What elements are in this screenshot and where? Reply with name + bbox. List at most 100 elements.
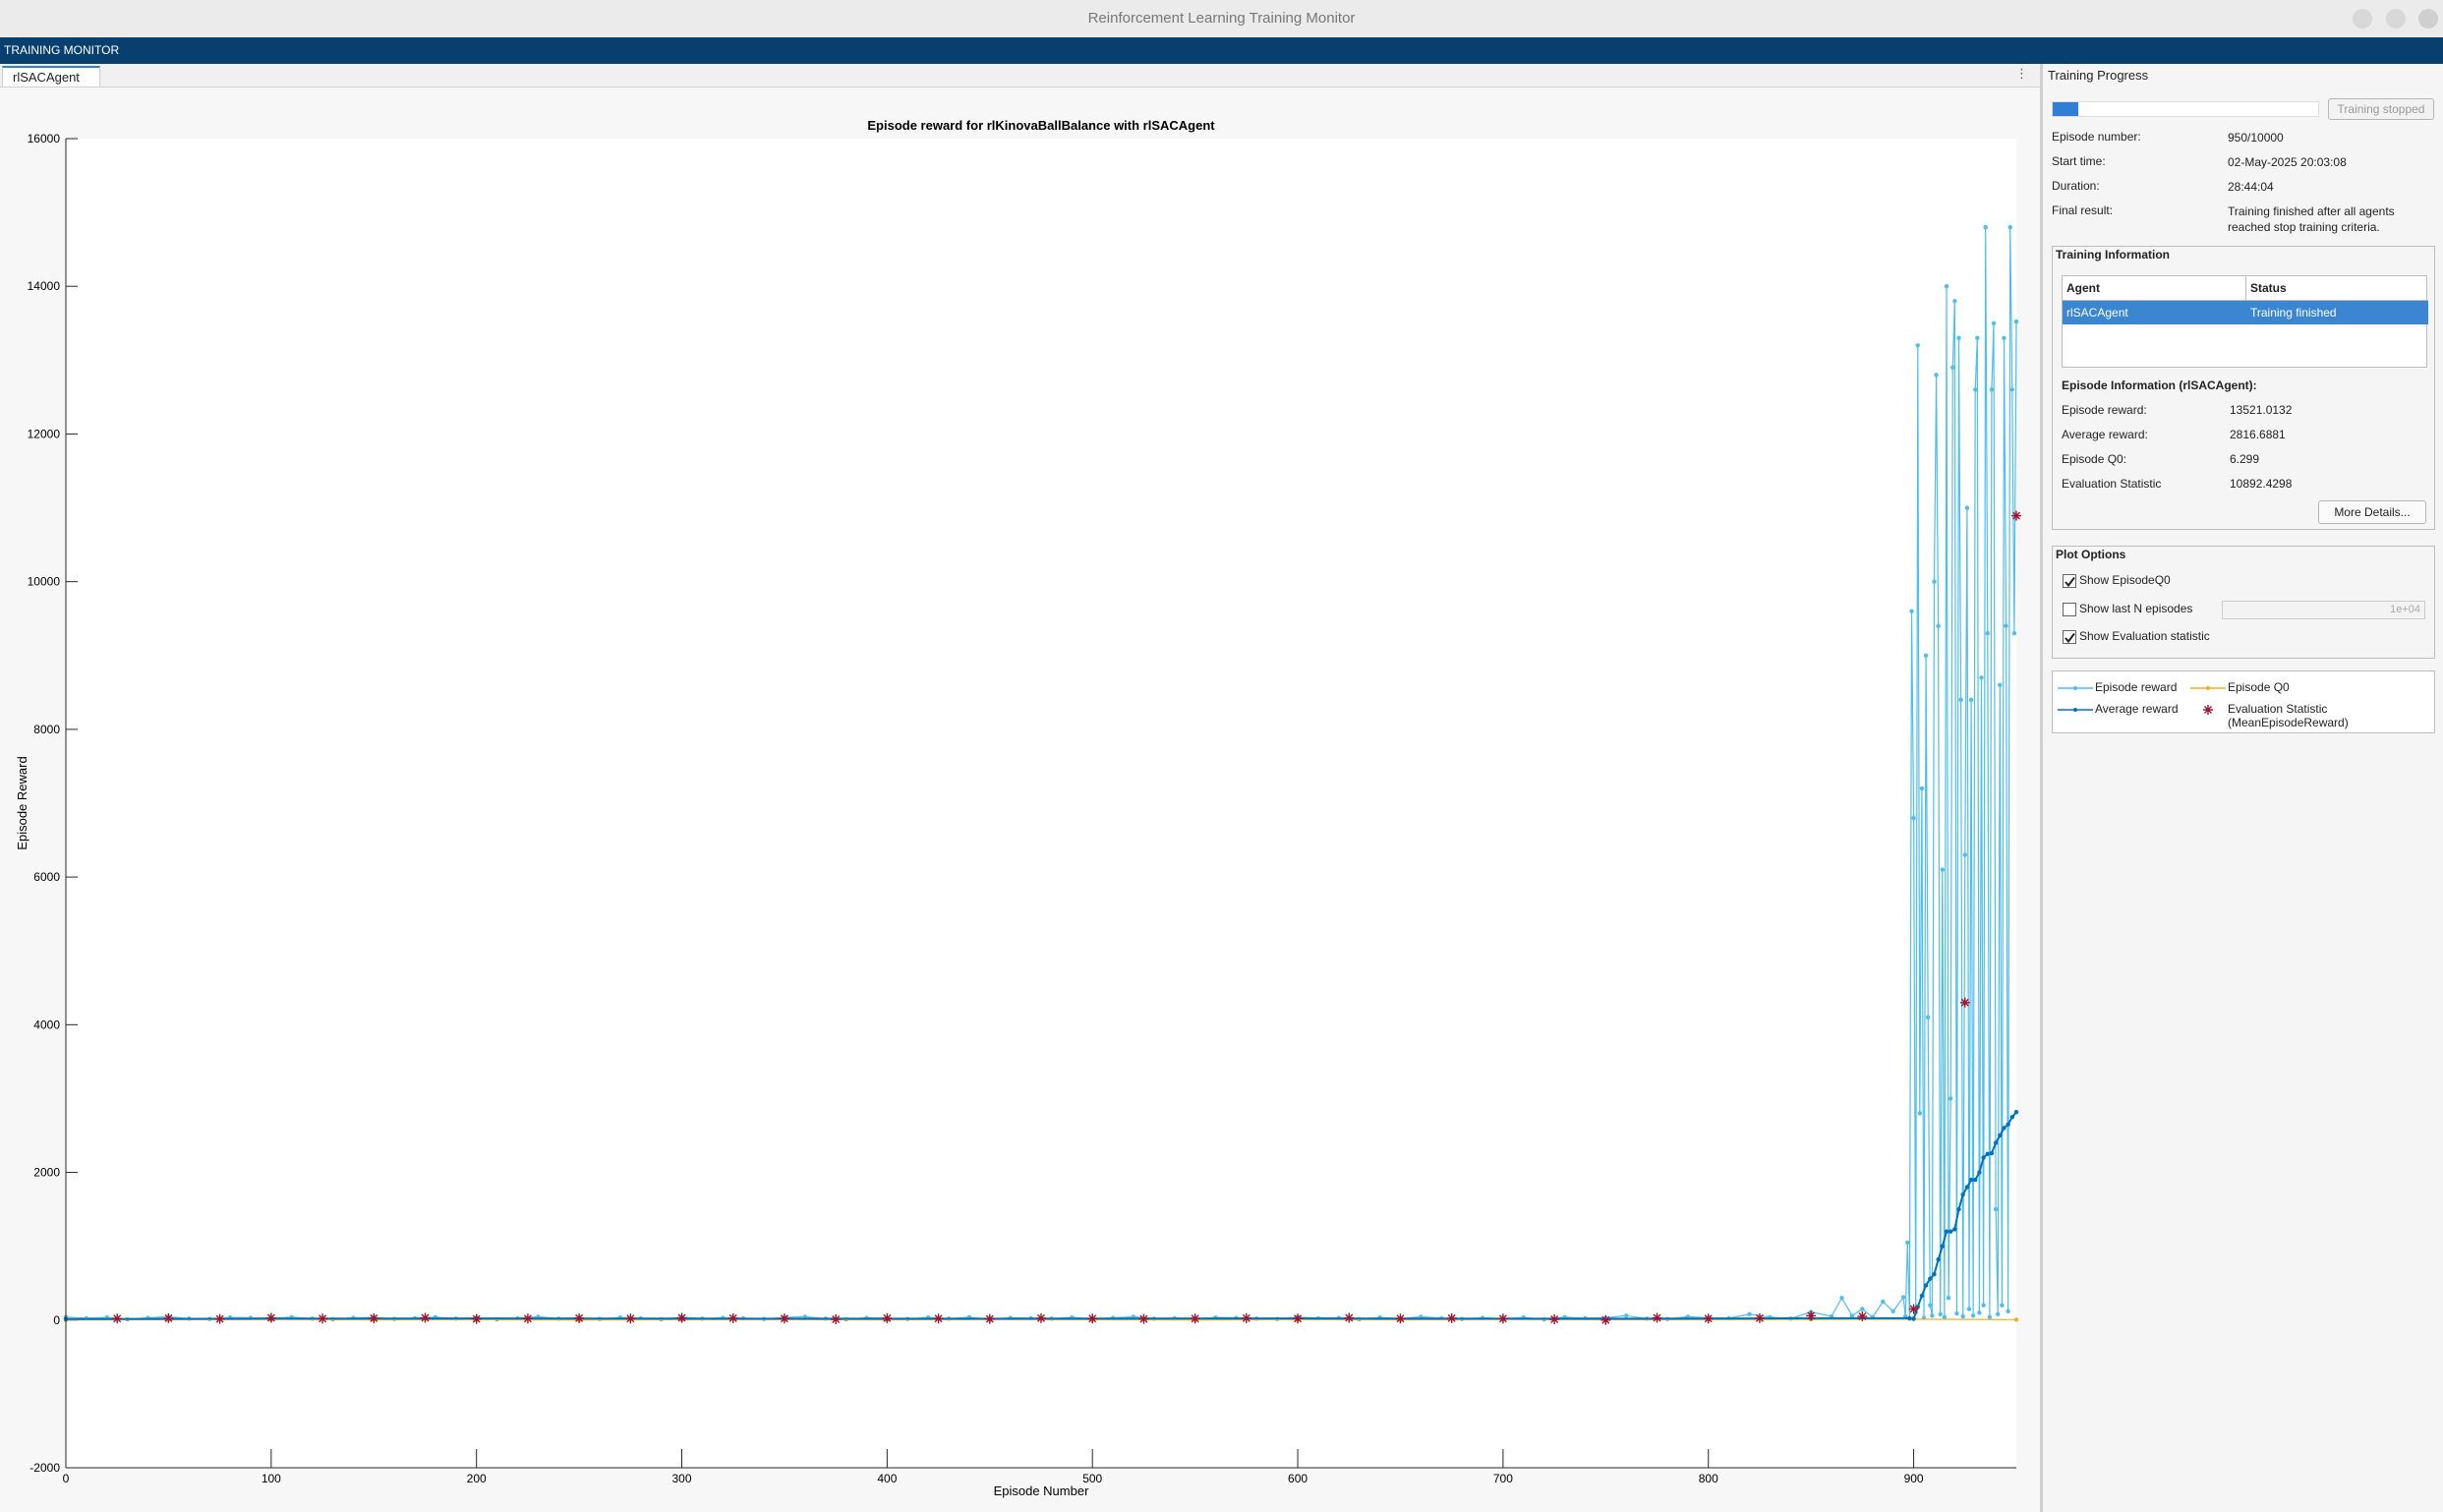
evaluation-marker — [831, 1314, 842, 1325]
series-marker — [1983, 224, 1988, 230]
tab[interactable]: rlSACAgent — [2, 66, 100, 87]
series-marker — [1950, 365, 1955, 371]
x-tick-label: 100 — [262, 1472, 281, 1485]
x-tick-label: 900 — [1904, 1472, 1924, 1485]
series-marker — [1936, 623, 1941, 628]
evaluation-marker — [779, 1313, 789, 1324]
y-tick-label: 4000 — [33, 1018, 60, 1031]
check-mark — [2065, 632, 2075, 643]
legend-entry[interactable]: Average reward — [2095, 702, 2179, 716]
x-tick-label: 400 — [877, 1472, 897, 1485]
evaluation-marker — [1703, 1313, 1714, 1324]
divider[interactable] — [2040, 64, 2043, 1512]
series-marker — [1998, 682, 2003, 688]
y-tick-label: 10000 — [28, 575, 61, 589]
series-marker — [1981, 1303, 1986, 1308]
x-tick-label: 800 — [1699, 1472, 1718, 1485]
legend-entry[interactable]: Episode reward — [2095, 680, 2178, 694]
minimize-button[interactable] — [2353, 9, 2372, 29]
series-marker — [2000, 1303, 2005, 1308]
checkbox[interactable] — [2063, 574, 2076, 588]
checkbox-label[interactable]: Show last N episodes — [2079, 601, 2193, 615]
series-marker — [1909, 609, 1914, 613]
field-label: Episode reward: — [2062, 403, 2147, 417]
tab-menu[interactable]: ⋮ — [2015, 66, 2028, 81]
evaluation-marker — [163, 1312, 174, 1323]
series-marker — [1907, 1315, 1912, 1321]
training-info-box — [2052, 246, 2435, 530]
series-marker — [1930, 1313, 1935, 1318]
series-marker — [1958, 697, 1963, 703]
evaluation-marker — [1036, 1312, 1046, 1323]
legend-entry[interactable]: Evaluation Statistic (MeanEpisodeReward) — [2228, 702, 2349, 729]
evaluation-marker — [112, 1313, 123, 1324]
series-marker — [1928, 1303, 1933, 1308]
y-tick-label: 0 — [53, 1313, 60, 1327]
legend-entry[interactable]: Episode Q0 — [2228, 680, 2290, 694]
series-marker — [1905, 1240, 1910, 1246]
series-marker — [1919, 1293, 1925, 1299]
series-marker — [1747, 1311, 1752, 1316]
plot-options-box — [2052, 546, 2435, 659]
checkbox[interactable] — [2063, 630, 2076, 644]
series-marker — [1977, 1170, 1982, 1175]
plot-options-title: Plot Options — [2056, 548, 2126, 561]
series-marker — [1998, 1133, 2003, 1138]
chart: Episode reward for rlKinovaBallBalance w… — [15, 118, 2021, 1498]
checkbox-label[interactable]: Show Evaluation statistic — [2079, 629, 2210, 643]
close-button[interactable] — [2418, 9, 2438, 29]
field-value: 02-May-2025 20:03:08 — [2228, 155, 2347, 169]
series-marker — [1964, 505, 1970, 510]
x-axis-label: Episode Number — [994, 1483, 1089, 1498]
legend-icon — [2190, 686, 2226, 690]
series-marker — [1919, 785, 1925, 791]
table-header: Status — [2246, 276, 2428, 301]
series-marker — [1993, 1140, 1999, 1145]
series-marker — [1940, 867, 1946, 872]
field-value: 28:44:04 — [2228, 180, 2274, 194]
table-cell[interactable]: rlSACAgent — [2063, 301, 2246, 324]
training-info-title: Training Information — [2056, 248, 2170, 262]
series-marker — [1925, 1015, 1931, 1020]
maximize-button[interactable] — [2386, 9, 2406, 29]
checkbox-label[interactable]: Show EpisodeQ0 — [2079, 573, 2171, 587]
series-marker — [1964, 1185, 1970, 1190]
legend-icon — [2203, 705, 2213, 715]
series-marker — [1968, 1177, 1974, 1183]
field-label: Start time: — [2052, 154, 2106, 168]
y-tick-label: 8000 — [33, 723, 60, 736]
series-marker — [1952, 1227, 1957, 1232]
table-header: Agent — [2063, 276, 2246, 301]
series-marker — [1960, 1192, 1965, 1197]
series-marker — [1956, 335, 1961, 340]
episode-info-title: Episode Information (rlSACAgent): — [2062, 378, 2257, 392]
series-marker — [1985, 631, 1990, 636]
field-label: Final result: — [2052, 204, 2114, 217]
field-value: 13521.0132 — [2230, 403, 2293, 417]
evaluation-marker — [1293, 1313, 1304, 1324]
checkbox[interactable] — [2063, 602, 2076, 616]
legend-dot — [2073, 708, 2077, 712]
series-marker — [1985, 1151, 1990, 1156]
x-tick-label: 500 — [1082, 1472, 1102, 1485]
series-marker — [1911, 1316, 1916, 1321]
y-axis-label: Episode Reward — [15, 756, 29, 849]
evaluation-marker — [214, 1313, 225, 1324]
table-cell[interactable]: Training finished — [2246, 301, 2428, 324]
field-label: Average reward: — [2062, 428, 2148, 441]
x-tick-label: 300 — [672, 1472, 692, 1485]
training-stopped-button[interactable]: Training stopped — [2328, 98, 2434, 120]
field-label: Episode Q0: — [2062, 452, 2127, 466]
series-marker — [2009, 387, 2015, 392]
field-label: Duration: — [2052, 179, 2100, 193]
more-details-button[interactable]: More Details... — [2318, 500, 2426, 524]
evaluation-marker — [265, 1312, 276, 1323]
series-marker — [1973, 1177, 1978, 1183]
n-episodes-input[interactable]: 1e+04 — [2222, 600, 2425, 619]
x-tick-label: 700 — [1493, 1472, 1513, 1485]
evaluation-marker — [1908, 1304, 1919, 1314]
evaluation-marker — [1241, 1312, 1251, 1323]
evaluation-marker — [1549, 1314, 1560, 1325]
evaluation-marker — [676, 1312, 687, 1323]
series-marker — [1991, 320, 1997, 325]
